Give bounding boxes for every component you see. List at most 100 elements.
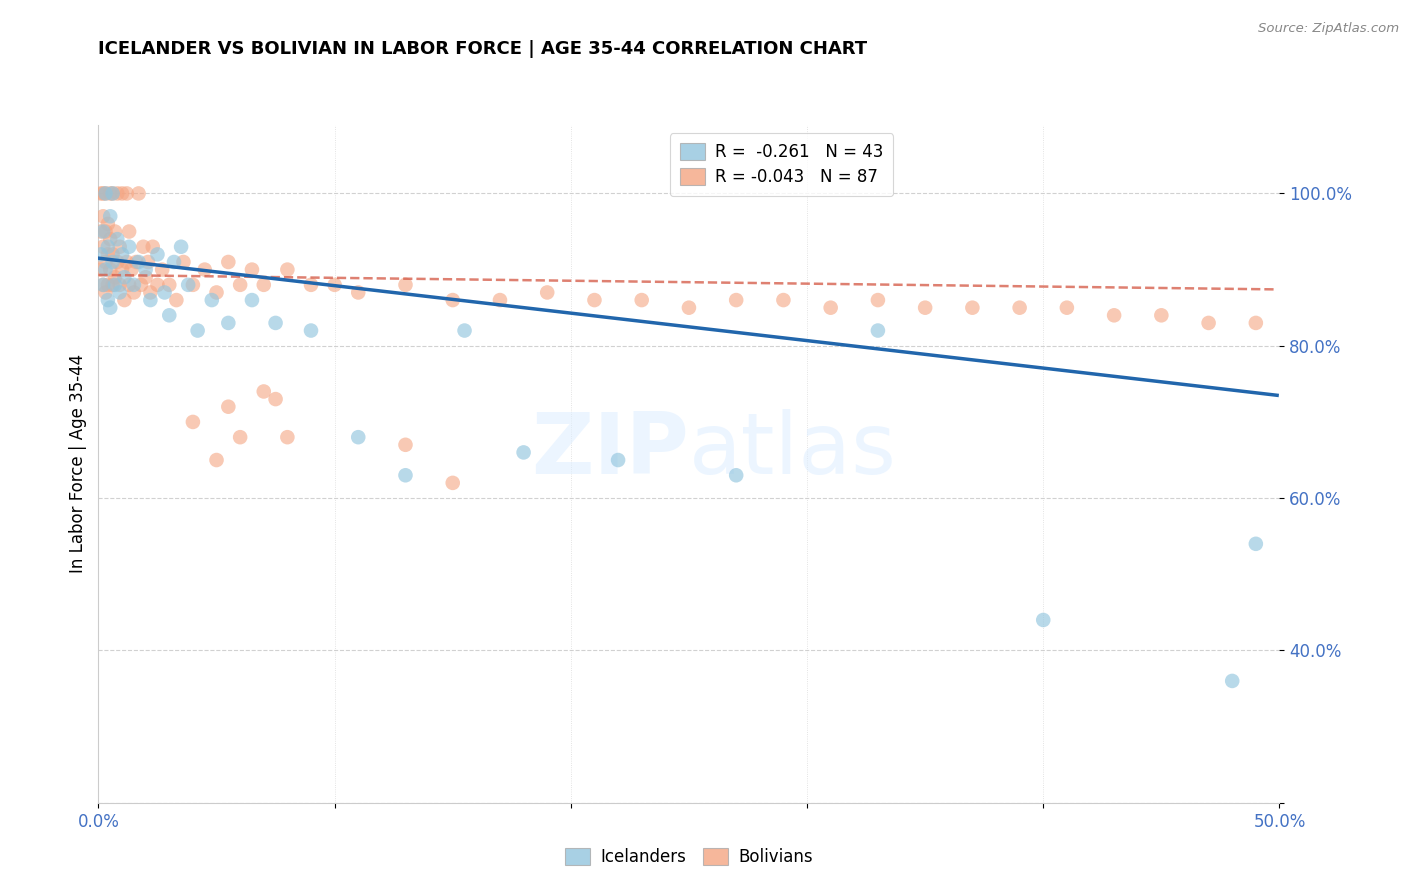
Bolivians (135, 270, 157, 285)
Bolivians (121, 262, 143, 277)
Bolivians (205, 285, 228, 300)
Bolivians (172, 255, 194, 269)
Bolivians (146, 277, 169, 292)
Bolivians (181, 277, 204, 292)
Icelanders (299, 324, 322, 338)
Icelanders (112, 270, 135, 285)
Bolivians (101, 247, 124, 261)
Bolivians (323, 277, 346, 292)
Bolivians (125, 255, 148, 269)
Icelanders (170, 240, 193, 254)
Icelanders (1220, 673, 1243, 688)
Icelanders (105, 232, 128, 246)
Icelanders (101, 186, 124, 201)
Bolivians (98, 262, 121, 277)
Bolivians (104, 225, 127, 239)
Icelanders (153, 285, 176, 300)
Bolivians (264, 392, 287, 406)
Bolivians (98, 232, 121, 246)
Bolivians (139, 285, 162, 300)
Bolivians (115, 186, 138, 201)
Bolivians (101, 186, 124, 201)
Bolivians (105, 255, 128, 269)
Text: ZIP: ZIP (531, 409, 689, 491)
Bolivians (1102, 308, 1125, 322)
Bolivians (347, 285, 370, 300)
Bolivians (98, 186, 121, 201)
Text: Source: ZipAtlas.com: Source: ZipAtlas.com (1258, 22, 1399, 36)
Bolivians (118, 225, 141, 239)
Bolivians (165, 293, 187, 307)
Bolivians (157, 277, 180, 292)
Bolivians (217, 400, 239, 414)
Icelanders (201, 293, 224, 307)
Icelanders (94, 262, 117, 277)
Bolivians (441, 475, 464, 490)
Bolivians (91, 277, 114, 292)
Bolivians (489, 293, 512, 307)
Bolivians (820, 301, 842, 315)
Icelanders (90, 247, 112, 261)
Bolivians (105, 186, 128, 201)
Bolivians (583, 293, 606, 307)
Icelanders (104, 277, 127, 292)
Bolivians (276, 430, 298, 444)
Bolivians (94, 186, 117, 201)
Bolivians (1150, 308, 1173, 322)
Bolivians (962, 301, 984, 315)
Bolivians (394, 438, 416, 452)
Bolivians (253, 384, 276, 399)
Bolivians (536, 285, 558, 300)
Bolivians (115, 255, 138, 269)
Bolivians (205, 453, 228, 467)
Bolivians (229, 277, 252, 292)
Bolivians (1056, 301, 1078, 315)
Bolivians (112, 293, 135, 307)
Bolivians (122, 285, 145, 300)
Bolivians (441, 293, 464, 307)
Icelanders (91, 225, 114, 239)
Bolivians (630, 293, 652, 307)
Icelanders (394, 468, 416, 483)
Legend: Icelanders, Bolivians: Icelanders, Bolivians (558, 841, 820, 872)
Icelanders (163, 255, 186, 269)
Icelanders (97, 293, 120, 307)
Bolivians (1008, 301, 1031, 315)
Icelanders (111, 247, 134, 261)
Bolivians (194, 262, 217, 277)
Bolivians (1198, 316, 1220, 330)
Icelanders (607, 453, 630, 467)
Bolivians (276, 262, 298, 277)
Icelanders (157, 308, 180, 322)
Icelanders (512, 445, 534, 459)
Bolivians (299, 277, 322, 292)
Icelanders (98, 209, 121, 223)
Bolivians (136, 255, 159, 269)
Bolivians (118, 277, 141, 292)
Bolivians (111, 262, 134, 277)
Icelanders (108, 285, 131, 300)
Bolivians (108, 277, 131, 292)
Icelanders (98, 301, 121, 315)
Bolivians (678, 301, 700, 315)
Bolivians (866, 293, 889, 307)
Icelanders (453, 324, 475, 338)
Icelanders (187, 324, 209, 338)
Icelanders (347, 430, 370, 444)
Bolivians (129, 277, 152, 292)
Icelanders (91, 277, 114, 292)
Icelanders (217, 316, 239, 330)
Bolivians (253, 277, 276, 292)
Bolivians (94, 225, 117, 239)
Bolivians (90, 225, 112, 239)
Text: atlas: atlas (689, 409, 897, 491)
Bolivians (97, 247, 120, 261)
Bolivians (90, 186, 112, 201)
Bolivians (394, 277, 416, 292)
Text: ICELANDER VS BOLIVIAN IN LABOR FORCE | AGE 35-44 CORRELATION CHART: ICELANDER VS BOLIVIAN IN LABOR FORCE | A… (98, 40, 868, 58)
Icelanders (1032, 613, 1054, 627)
Bolivians (725, 293, 748, 307)
Bolivians (914, 301, 936, 315)
Bolivians (108, 240, 131, 254)
Bolivians (217, 255, 239, 269)
